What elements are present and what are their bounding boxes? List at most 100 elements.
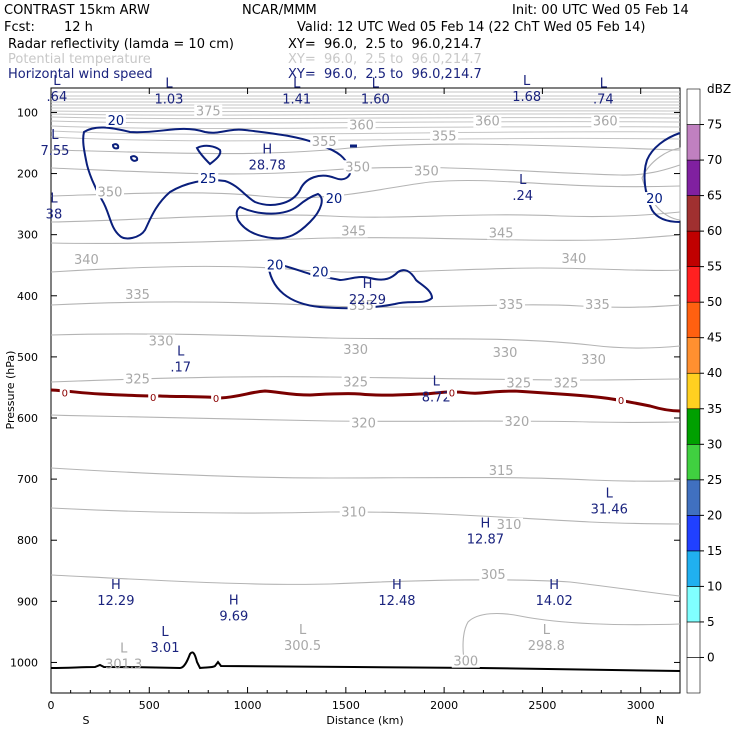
theta-label: 375 bbox=[196, 105, 221, 120]
theta-label-bg bbox=[349, 416, 378, 430]
refl-zero-label-bg bbox=[616, 394, 627, 406]
refl-zero-label-bg bbox=[148, 391, 159, 403]
wind-extremum-marker: H bbox=[229, 593, 239, 608]
theta-label-bg bbox=[343, 160, 372, 174]
theta-label: 330 bbox=[581, 353, 606, 368]
theta-label-bg bbox=[339, 224, 368, 238]
theta-label-bg bbox=[194, 104, 223, 118]
theta-label: 350 bbox=[98, 185, 123, 200]
theta-label: 315 bbox=[489, 464, 514, 479]
wind-extremum-marker: L bbox=[600, 76, 608, 91]
x-tick-label: 2500 bbox=[528, 699, 556, 712]
terrain-surface-line bbox=[50, 651, 681, 672]
wind-extremum-marker: L bbox=[433, 375, 441, 390]
wind-extremum-value: 22.29 bbox=[349, 293, 386, 308]
theta-label-bg bbox=[412, 164, 441, 178]
field-xy-theta: XY= 96.0, 2.5 to 96.0,214.7 bbox=[288, 52, 482, 67]
colorbar-level-label: 65 bbox=[707, 189, 722, 203]
wind-extremum-value: 1.68 bbox=[512, 90, 541, 105]
wind-contour-label: 25 bbox=[200, 172, 217, 187]
wind-contour-label-bg bbox=[310, 265, 331, 279]
theta-label-bg bbox=[123, 372, 152, 386]
theta-label-bg bbox=[487, 226, 516, 240]
plot-frame bbox=[50, 87, 681, 694]
colorbar-level-label: 70 bbox=[707, 153, 722, 167]
refl-zero-label: 0 bbox=[150, 393, 156, 404]
theta-label-bg bbox=[502, 415, 531, 429]
wind-contour-label-bg bbox=[644, 192, 665, 206]
colorbar-level-label: 20 bbox=[707, 508, 722, 522]
colorbar-swatch bbox=[686, 586, 701, 623]
wind-extremum-value: 12.87 bbox=[467, 532, 504, 547]
refl-zero-label-bg bbox=[211, 393, 222, 405]
x-tick-label: 1000 bbox=[234, 699, 262, 712]
y-tick-label: 200 bbox=[17, 168, 38, 181]
theta-label: 355 bbox=[432, 130, 457, 145]
wind-extremum-marker: L bbox=[519, 173, 527, 188]
forecast-hours: 12 h bbox=[64, 20, 93, 35]
theta-label: 300 bbox=[453, 655, 478, 670]
x-end-label-south: S bbox=[83, 714, 90, 727]
field-name-reflectivity: Radar reflectivity (lamda = 10 cm) bbox=[8, 37, 234, 52]
dense-isentropes-band bbox=[50, 91, 681, 142]
theta-label-bg bbox=[579, 352, 608, 366]
theta-label: 310 bbox=[497, 518, 522, 533]
axis-layer: 0 500 1000 1500 2000 2500 30001002003004005006… bbox=[10, 88, 680, 712]
colorbar-level-label: 5 bbox=[707, 615, 715, 629]
colorbar-level-label: 50 bbox=[707, 295, 722, 309]
field-name-wind: Horizontal wind speed bbox=[8, 67, 153, 82]
wind-extremum-value: 7.55 bbox=[40, 144, 69, 159]
wind-extremum-value: .74 bbox=[593, 92, 614, 107]
x-tick-label: 1500 bbox=[332, 699, 360, 712]
wind-extremum-value: .64 bbox=[47, 90, 68, 105]
wind-contour-label-bg bbox=[105, 113, 126, 127]
colorbar-level-label: 40 bbox=[707, 366, 722, 380]
colorbar-swatch bbox=[686, 443, 701, 481]
y-tick-label: 1000 bbox=[10, 656, 38, 669]
y-tick-label: 600 bbox=[17, 412, 38, 425]
theta-label-bg bbox=[491, 346, 520, 360]
colorbar-swatch bbox=[686, 88, 701, 125]
wind-extremum-value: 28.78 bbox=[249, 158, 286, 173]
wind-extremum-value: 14.02 bbox=[536, 594, 573, 609]
surface-extremum-marker: L bbox=[161, 625, 169, 640]
theta-label-bg bbox=[494, 517, 523, 531]
theta-label-bg bbox=[591, 114, 620, 128]
colorbar-swatch bbox=[686, 408, 701, 445]
theta-label: 340 bbox=[561, 252, 586, 267]
theta-label-bg bbox=[339, 505, 368, 519]
theta-label: 350 bbox=[345, 160, 370, 175]
wind-extremum-marker: L bbox=[606, 487, 614, 502]
colorbar-level-label: 75 bbox=[707, 118, 722, 132]
colorbar-swatch bbox=[686, 337, 701, 374]
theta-label: 330 bbox=[149, 334, 174, 349]
x-tick-label: 2000 bbox=[430, 699, 458, 712]
wind-extremum-marker: H bbox=[111, 578, 121, 593]
wind-extremum-value: .17 bbox=[170, 361, 191, 376]
theta-label-bg bbox=[496, 297, 525, 311]
wind-extremum-marker: H bbox=[549, 578, 559, 593]
wind-extremum-marker: H bbox=[392, 578, 402, 593]
colorbar-swatch bbox=[686, 621, 701, 658]
theta-label-bg bbox=[479, 567, 508, 581]
wind-extremum-value: 38 bbox=[46, 207, 63, 222]
theta-label: 335 bbox=[585, 298, 610, 313]
wind-extremum-marker: L bbox=[293, 76, 301, 91]
theta-label: 345 bbox=[341, 224, 366, 239]
theta-label: 355 bbox=[312, 135, 337, 150]
theta-extremum-marker: L bbox=[299, 623, 307, 638]
x-tick-label: 500 bbox=[139, 699, 160, 712]
theta-label-bg bbox=[347, 118, 376, 132]
wind-extremum-value: .24 bbox=[512, 189, 533, 204]
theta-label-bg bbox=[95, 185, 124, 199]
theta-extremum-value: 300.5 bbox=[284, 639, 321, 654]
x-end-label-north: N bbox=[656, 714, 664, 727]
y-tick-label: 900 bbox=[17, 595, 38, 608]
y-tick-label: 700 bbox=[17, 473, 38, 486]
label-layer: 375 360 360 360 355 355 350 350 350 345 345 340 340 3… bbox=[40, 74, 665, 673]
wind-extremum-value: 12.48 bbox=[378, 594, 415, 609]
theta-label: 325 bbox=[506, 377, 531, 392]
theta-label-bg bbox=[559, 251, 588, 265]
field-xy-wind: XY= 96.0, 2.5 to 96.0,214.7 bbox=[288, 67, 482, 82]
theta-label-bg bbox=[123, 288, 152, 301]
